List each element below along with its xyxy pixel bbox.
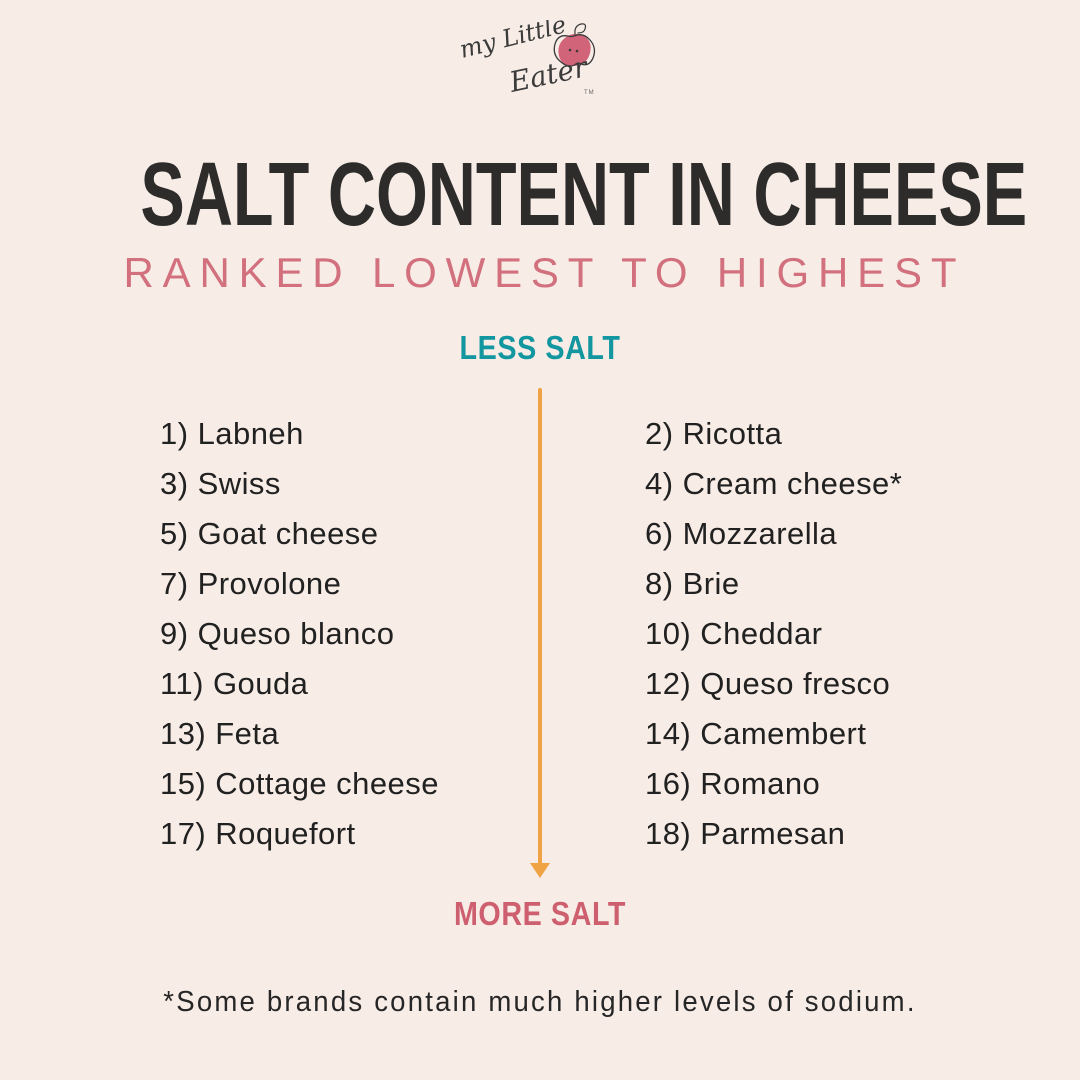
list-item: 8) Brie: [645, 566, 740, 601]
list-item: 13) Feta: [160, 716, 280, 751]
list-item: 9) Queso blanco: [160, 616, 395, 651]
list-item: 3) Swiss: [160, 466, 281, 501]
list-item: 4) Cream cheese*: [645, 466, 903, 501]
list-item: 11) Gouda: [160, 666, 309, 701]
salt-scale-arrow-line: [538, 388, 542, 865]
cheese-list-left: 1) Labneh 3) Swiss 5) Goat cheese 7) Provol…: [160, 409, 439, 859]
brand-logo-art: my Little Eater TM: [457, 10, 596, 99]
page-title: SALT CONTENT IN CHEESE: [140, 145, 1028, 245]
strawberry-icon: [553, 23, 596, 67]
list-item: 1) Labneh: [160, 416, 304, 451]
brand-logo: my Little Eater TM: [457, 10, 620, 110]
more-salt-label: MORE SALT: [453, 895, 627, 932]
list-item: 12) Queso fresco: [645, 666, 891, 701]
less-salt-label: LESS SALT: [459, 329, 621, 366]
page-subtitle: RANKED LOWEST TO HIGHEST: [123, 249, 966, 296]
logo-text-line2: Eater: [506, 50, 592, 99]
list-item: 17) Roquefort: [160, 816, 356, 851]
list-item: 6) Mozzarella: [645, 516, 838, 551]
list-item: 14) Camembert: [645, 716, 867, 751]
list-item: 10) Cheddar: [645, 616, 823, 651]
list-item: 5) Goat cheese: [160, 516, 379, 551]
footnote: *Some brands contain much higher levels …: [163, 986, 917, 1018]
list-item: 16) Romano: [645, 766, 821, 801]
cheese-list-right: 2) Ricotta 4) Cream cheese* 6) Mozzarella 8…: [645, 409, 902, 859]
list-item: 18) Parmesan: [645, 816, 846, 851]
salt-scale-arrow-head-icon: [530, 863, 550, 878]
logo-trademark: TM: [584, 90, 595, 96]
list-item: 15) Cottage cheese: [160, 766, 439, 801]
list-item: 2) Ricotta: [645, 416, 783, 451]
list-item: 7) Provolone: [160, 566, 342, 601]
